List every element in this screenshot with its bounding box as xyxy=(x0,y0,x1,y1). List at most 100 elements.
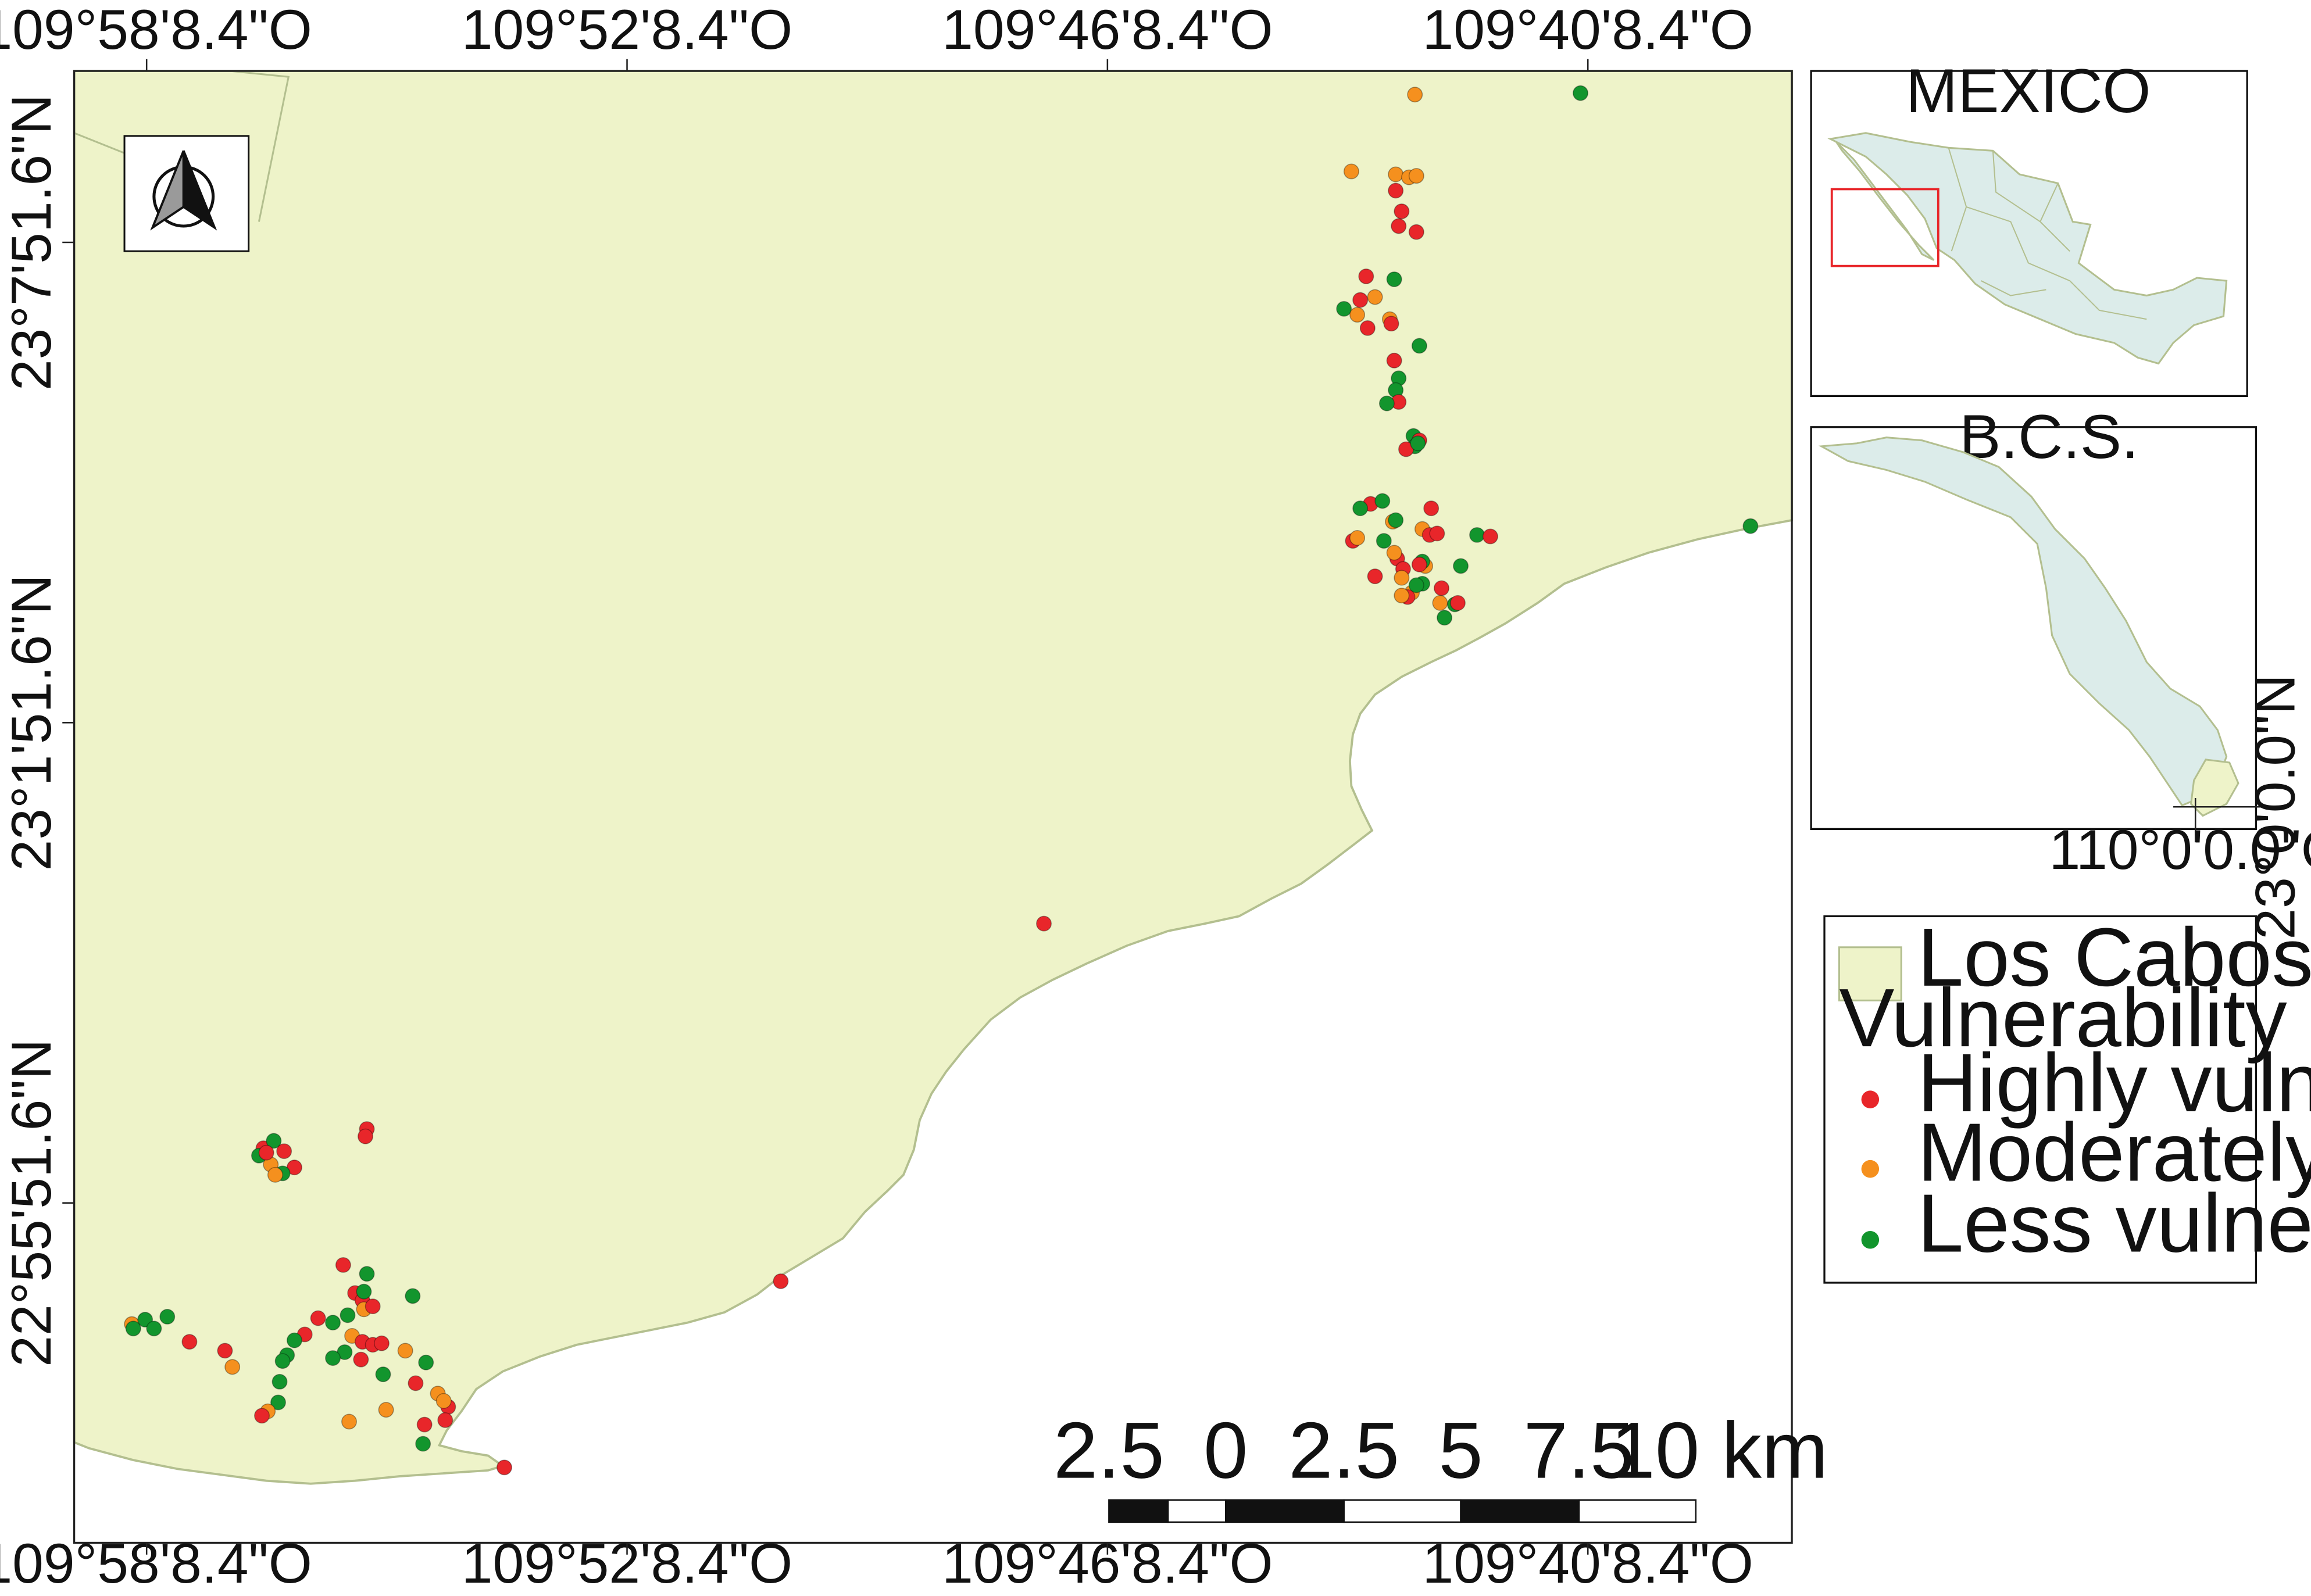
less-vulnerable-point xyxy=(1378,395,1395,411)
less-vulnerable-point xyxy=(418,1354,434,1370)
less-vulnerable-point xyxy=(1410,435,1426,452)
less-vulnerable-point xyxy=(1742,518,1759,534)
highly-vulnerable-point xyxy=(1482,528,1498,545)
less-vulnerable-point xyxy=(325,1315,341,1331)
scale-label: 7.5 xyxy=(1524,1407,1635,1495)
less-vulnerable-point xyxy=(1453,558,1469,574)
highly-vulnerable-point xyxy=(1388,182,1404,199)
highly-vulnerable-point xyxy=(1411,556,1427,572)
less-vulnerable-point xyxy=(272,1373,288,1390)
lat-label: 23°7'51.6"N xyxy=(1,94,63,391)
less-vulnerable-point xyxy=(415,1436,431,1452)
less-vulnerable-point xyxy=(1469,527,1485,543)
legend-class-label: Highly vulnerable xyxy=(1917,1037,2311,1129)
legend-heading: Vulnerability Index xyxy=(1839,972,2311,1064)
highly-vulnerable-point xyxy=(276,1143,292,1160)
less-vulnerable-point xyxy=(1374,493,1391,509)
less-vulnerable-point xyxy=(1408,577,1424,593)
less-vulnerable-point xyxy=(1376,533,1392,549)
longitude-labels-top: 109°58'8.4"O 109°52'8.4"O 109°46'8.4"O 1… xyxy=(0,0,1753,61)
scale-label: 10 km xyxy=(1611,1407,1828,1495)
lat-label: 22°55'51.6"N xyxy=(1,1039,63,1367)
inset-bcs-title: B.C.S. xyxy=(1959,402,2139,471)
highly-vulnerable-point xyxy=(181,1334,198,1350)
highly-vulnerable-point xyxy=(1383,316,1399,332)
highly-vulnerable-point xyxy=(1386,352,1402,368)
moderately-vulnerable-point xyxy=(378,1402,394,1418)
highly-vulnerable-point xyxy=(1429,525,1445,542)
vulnerability-points xyxy=(124,85,1759,1476)
scale-label: 2.5 xyxy=(1053,1407,1165,1495)
less-vulnerable-point xyxy=(325,1350,341,1366)
highly-vulnerable-point xyxy=(1394,203,1410,220)
less-vulnerable-point xyxy=(1437,610,1453,626)
moderately-vulnerable-point xyxy=(1349,307,1366,323)
lon-top-label: 109°46'8.4"O xyxy=(942,0,1273,61)
main-map: 109°58'8.4"O 109°52'8.4"O 109°46'8.4"O 1… xyxy=(0,0,1828,1595)
highly-vulnerable-point xyxy=(1408,224,1424,240)
north-arrow-icon xyxy=(150,150,217,231)
highly-vulnerable-point xyxy=(1367,568,1383,585)
latitude-labels: 23°7'51.6"N 23°1'51.6"N 22°55'51.6"N xyxy=(1,94,63,1367)
moderately-vulnerable-point xyxy=(1349,530,1366,546)
inset-bcs: B.C.S. 110°0'0.0"O 23°0'0.0"N xyxy=(1810,402,2311,940)
highly-vulnerable-point xyxy=(373,1335,390,1351)
less-vulnerable-point xyxy=(1386,271,1402,288)
less-vulnerable-point xyxy=(1388,512,1404,528)
state-boundaries xyxy=(1948,147,2147,320)
inset-lat-label: 23°0'0.0"N xyxy=(2245,674,2307,940)
scale-label: 5 xyxy=(1438,1407,1483,1495)
map-frame xyxy=(73,70,1793,1544)
inset-lon-label: 110°0'0.0"O xyxy=(2049,819,2311,881)
location-box xyxy=(1830,188,1939,267)
scale-label: 2.5 xyxy=(1288,1407,1399,1495)
less-vulnerable-point xyxy=(1573,85,1588,101)
lon-bottom-label: 109°52'8.4"O xyxy=(462,1533,792,1595)
lon-top-label: 109°52'8.4"O xyxy=(462,0,792,61)
less-vulnerable-point xyxy=(340,1307,356,1323)
moderately-vulnerable-point xyxy=(1367,289,1383,305)
highly-vulnerable-point xyxy=(1434,580,1449,596)
less-vulnerable-point xyxy=(274,1353,291,1369)
highly-vulnerable-point xyxy=(217,1343,233,1359)
highly-vulnerable-point xyxy=(416,1416,433,1433)
less-vulnerable-point xyxy=(286,1332,302,1348)
legend: Los Cabos Vulnerability Index Highly vul… xyxy=(1823,911,2311,1284)
less-vulnerable-point xyxy=(1411,338,1427,354)
lat-label: 23°1'51.6"N xyxy=(1,574,63,871)
less-vulnerable-point xyxy=(125,1321,141,1337)
lon-bottom-label: 109°40'8.4"O xyxy=(1422,1533,1753,1595)
moderately-vulnerable-point xyxy=(267,1166,283,1183)
moderately-vulnerable-point xyxy=(341,1414,357,1430)
lon-top-label: 109°40'8.4"O xyxy=(1422,0,1753,61)
moderately-vulnerable-point xyxy=(1432,595,1448,611)
less-vulnerable-point xyxy=(1352,500,1369,517)
less-vulnerable-point xyxy=(375,1366,391,1383)
moderately-vulnerable-point xyxy=(435,1393,452,1409)
mexico-shape xyxy=(1827,132,2228,365)
highly-vulnerable-point xyxy=(408,1375,424,1391)
highly-vulnerable-point xyxy=(1449,595,1466,611)
moderately-vulnerable-point xyxy=(224,1359,241,1375)
highly-vulnerable-point xyxy=(437,1412,453,1428)
highly-vulnerable-point xyxy=(353,1351,369,1368)
moderately-vulnerable-point xyxy=(1394,570,1410,586)
moderately-vulnerable-point xyxy=(1388,166,1404,182)
tick-marks xyxy=(62,59,1589,1555)
admin-boundary-line xyxy=(229,70,290,222)
north-arrow xyxy=(123,135,250,252)
legend-area-label: Los Cabos xyxy=(1917,911,2311,1004)
highly-vulnerable-point xyxy=(497,1459,512,1476)
highly-vulnerable-point xyxy=(358,1128,373,1144)
less-vulnerable-point xyxy=(1336,300,1352,317)
moderately-vulnerable-point xyxy=(1386,545,1402,561)
moderately-vulnerable-point xyxy=(1407,87,1423,103)
highly-vulnerable-point xyxy=(1391,218,1407,234)
less-vulnerable-point xyxy=(405,1288,421,1304)
inset-mexico: MEXICO xyxy=(1810,56,2248,398)
less-vulnerable-point xyxy=(270,1394,286,1411)
inset-crosshair xyxy=(2173,798,2268,843)
scale-bar: 2.5 0 2.5 5 7.5 10 km xyxy=(1053,1407,1828,1523)
moderately-vulnerable-point xyxy=(1343,163,1359,180)
